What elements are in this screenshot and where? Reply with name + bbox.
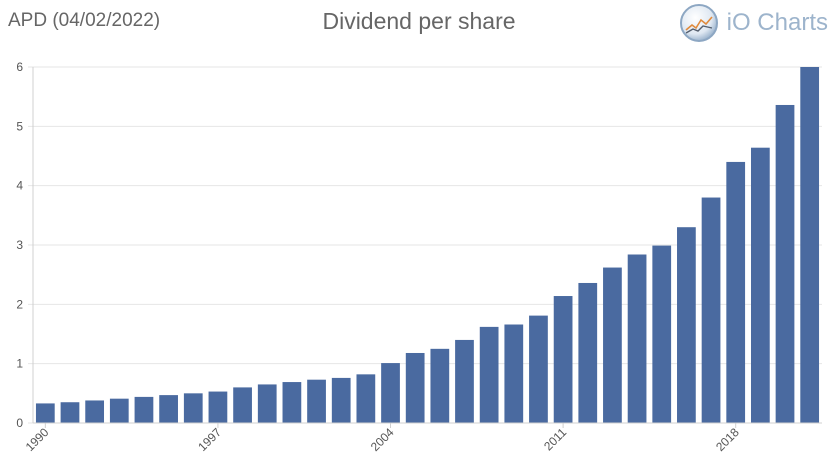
x-tick-label: 2011 xyxy=(541,425,569,453)
brand-logo[interactable]: iO Charts xyxy=(679,2,828,44)
y-axis-tick-labels: 0 1 2 3 4 5 6 xyxy=(16,60,23,430)
bar-2000[interactable] xyxy=(282,382,302,423)
bar-2013[interactable] xyxy=(603,267,622,423)
bar-1992[interactable] xyxy=(85,400,105,423)
bar-2010[interactable] xyxy=(529,315,548,423)
y-tick-label: 3 xyxy=(16,238,23,252)
bar-2009[interactable] xyxy=(504,324,524,423)
bar-2017[interactable] xyxy=(701,197,721,423)
bar-1998[interactable] xyxy=(233,387,252,423)
bar-2018[interactable] xyxy=(726,161,746,423)
bar-2004[interactable] xyxy=(381,363,400,423)
x-tick-label: 1990 xyxy=(23,425,52,454)
bar-1995[interactable] xyxy=(159,395,178,423)
y-tick-label: 2 xyxy=(16,297,23,311)
x-tick-label: 2004 xyxy=(368,425,397,454)
bar-2020[interactable] xyxy=(775,104,795,424)
bar-2002[interactable] xyxy=(331,377,351,423)
bar-2003[interactable] xyxy=(356,374,376,423)
x-tick-label: 1997 xyxy=(195,425,224,454)
bar-1999[interactable] xyxy=(257,384,277,423)
ticker-date-label: APD (04/02/2022) xyxy=(8,10,161,31)
bar-1990[interactable] xyxy=(35,403,55,423)
axes xyxy=(32,67,822,424)
bar-2012[interactable] xyxy=(578,282,598,423)
bar-2008[interactable] xyxy=(479,326,499,423)
bar-1996[interactable] xyxy=(183,393,203,423)
bar-1994[interactable] xyxy=(134,396,154,423)
bar-2016[interactable] xyxy=(677,227,696,423)
bar-2014[interactable] xyxy=(627,254,647,423)
x-tick-label: 2018 xyxy=(713,425,742,454)
bar-1991[interactable] xyxy=(60,402,80,423)
y-tick-label: 0 xyxy=(16,416,23,430)
bar-2015[interactable] xyxy=(652,245,672,423)
bar-2021[interactable] xyxy=(800,67,820,423)
bars xyxy=(35,67,820,424)
bar-1993[interactable] xyxy=(109,398,129,423)
bar-2001[interactable] xyxy=(307,379,326,423)
bar-1997[interactable] xyxy=(208,391,228,423)
y-tick-label: 6 xyxy=(16,60,23,74)
bar-2006[interactable] xyxy=(430,348,450,423)
bar-2005[interactable] xyxy=(405,352,425,423)
bar-2011[interactable] xyxy=(553,296,573,423)
chart-title: Dividend per share xyxy=(322,8,516,34)
bar-2019[interactable] xyxy=(750,147,770,423)
x-axis-tick-labels: 1990 1997 2004 2011 2018 xyxy=(23,423,742,454)
brand-name: iO Charts xyxy=(726,9,828,36)
y-tick-label: 4 xyxy=(16,179,23,193)
y-tick-label: 1 xyxy=(16,357,23,371)
y-tick-label: 5 xyxy=(16,119,23,133)
bar-2007[interactable] xyxy=(455,339,474,423)
logo-globe-icon xyxy=(679,4,718,42)
